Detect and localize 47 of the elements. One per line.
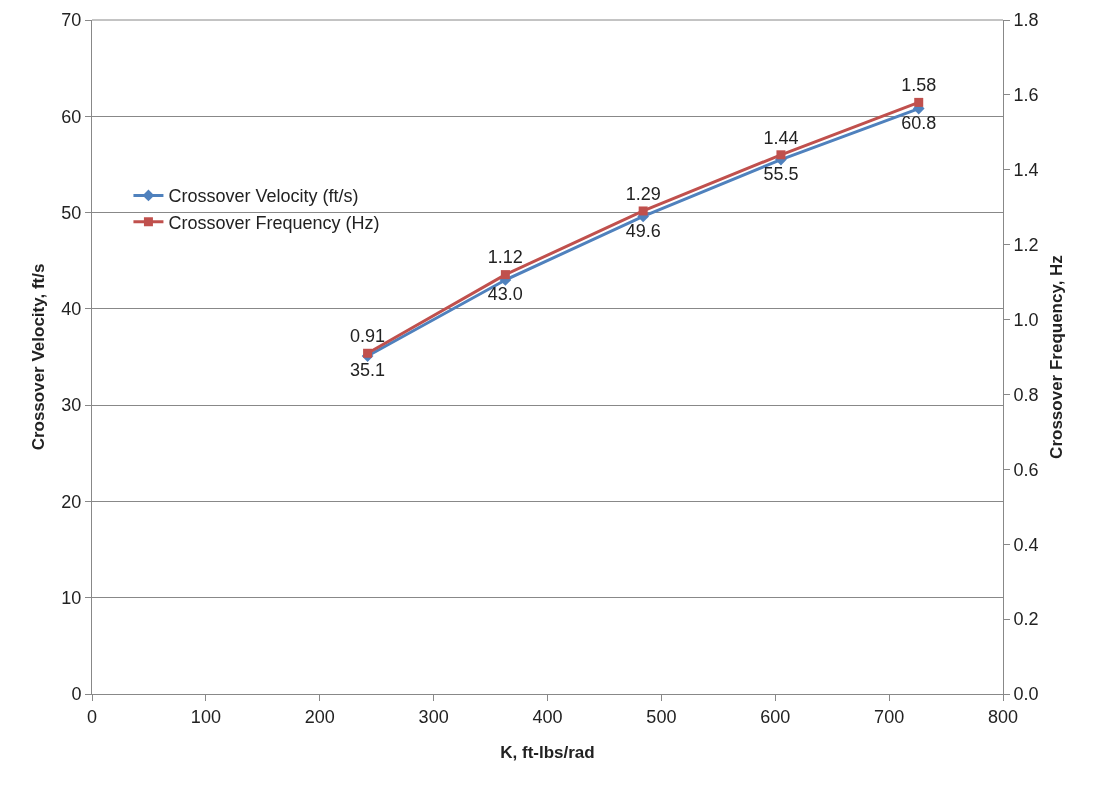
x-axis-title: K, ft-lbs/rad xyxy=(500,743,595,762)
y-axis-title: Crossover Velocity, ft/s xyxy=(28,263,48,451)
y2-tick-label: 0.2 xyxy=(1013,609,1039,630)
x-tick-label: 200 xyxy=(304,706,335,727)
x-tick-label: 700 xyxy=(874,706,905,727)
y2-tick-label: 0.4 xyxy=(1013,534,1039,555)
x-tick-label: 0 xyxy=(86,706,98,727)
x-tick-label: 100 xyxy=(190,706,221,727)
data-label: 55.5 xyxy=(763,163,799,184)
y-tick-label: 40 xyxy=(61,299,82,320)
y2-tick-label: 1.6 xyxy=(1013,85,1039,106)
y-tick-label: 30 xyxy=(61,395,82,416)
legend-label: Crossover Frequency (Hz) xyxy=(168,212,380,233)
y2-tick-label: 0.6 xyxy=(1013,459,1039,480)
data-label: 43.0 xyxy=(487,284,523,305)
point xyxy=(914,97,924,107)
point xyxy=(638,206,648,216)
y-tick-label: 10 xyxy=(61,588,82,609)
x-tick-label: 600 xyxy=(760,706,791,727)
y2-axis-title: Crossover Frequency, Hz xyxy=(1047,255,1067,459)
legend-label: Crossover Velocity (ft/s) xyxy=(168,186,359,207)
x-tick-label: 500 xyxy=(646,706,677,727)
y2-tick-label: 1.8 xyxy=(1013,10,1039,31)
data-label: 1.12 xyxy=(487,247,523,268)
point xyxy=(776,150,786,160)
data-label: 1.58 xyxy=(901,75,937,96)
y2-tick-label: 1.0 xyxy=(1013,309,1039,330)
y-tick-label: 60 xyxy=(61,106,82,127)
data-label: 0.91 xyxy=(350,326,386,347)
point xyxy=(500,270,510,280)
y-tick-label: 0 xyxy=(71,684,82,705)
x-tick-label: 300 xyxy=(418,706,449,727)
x-tick-label: 400 xyxy=(532,706,563,727)
y-tick-label: 70 xyxy=(61,10,82,31)
y2-tick-label: 1.4 xyxy=(1013,160,1039,181)
data-label: 60.8 xyxy=(901,112,937,133)
data-label: 35.1 xyxy=(350,360,386,381)
data-label: 49.6 xyxy=(625,220,661,241)
data-label: 1.29 xyxy=(625,183,661,204)
y2-tick-label: 0.8 xyxy=(1013,384,1039,405)
y-tick-label: 50 xyxy=(61,202,82,223)
y2-tick-label: 0.0 xyxy=(1013,684,1039,705)
point xyxy=(363,348,373,358)
x-tick-label: 800 xyxy=(987,706,1019,727)
data-label: 1.44 xyxy=(763,127,799,148)
y-tick-label: 20 xyxy=(61,491,82,512)
y2-tick-label: 1.2 xyxy=(1013,234,1039,255)
